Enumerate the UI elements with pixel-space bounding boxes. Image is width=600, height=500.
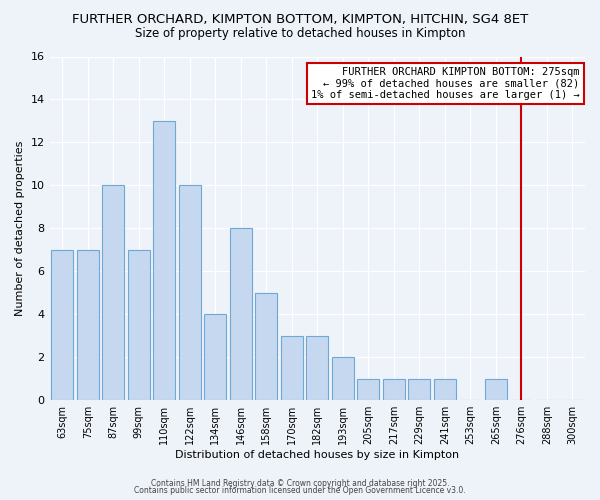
Bar: [485, 378, 506, 400]
Bar: [434, 378, 455, 400]
Text: Contains HM Land Registry data © Crown copyright and database right 2025.: Contains HM Land Registry data © Crown c…: [151, 478, 449, 488]
Bar: [383, 378, 404, 400]
X-axis label: Distribution of detached houses by size in Kimpton: Distribution of detached houses by size …: [175, 450, 460, 460]
Bar: [281, 336, 302, 400]
Bar: [154, 121, 175, 400]
Text: FURTHER ORCHARD KIMPTON BOTTOM: 275sqm
← 99% of detached houses are smaller (82): FURTHER ORCHARD KIMPTON BOTTOM: 275sqm ←…: [311, 67, 580, 100]
Y-axis label: Number of detached properties: Number of detached properties: [15, 140, 25, 316]
Text: Contains public sector information licensed under the Open Government Licence v3: Contains public sector information licen…: [134, 486, 466, 495]
Bar: [332, 357, 353, 400]
Bar: [128, 250, 149, 400]
Bar: [205, 314, 226, 400]
Text: Size of property relative to detached houses in Kimpton: Size of property relative to detached ho…: [135, 28, 465, 40]
Bar: [52, 250, 73, 400]
Bar: [103, 186, 124, 400]
Bar: [307, 336, 328, 400]
Bar: [409, 378, 430, 400]
Bar: [179, 186, 200, 400]
Bar: [230, 228, 251, 400]
Bar: [358, 378, 379, 400]
Text: FURTHER ORCHARD, KIMPTON BOTTOM, KIMPTON, HITCHIN, SG4 8ET: FURTHER ORCHARD, KIMPTON BOTTOM, KIMPTON…: [72, 12, 528, 26]
Bar: [256, 293, 277, 400]
Bar: [77, 250, 98, 400]
